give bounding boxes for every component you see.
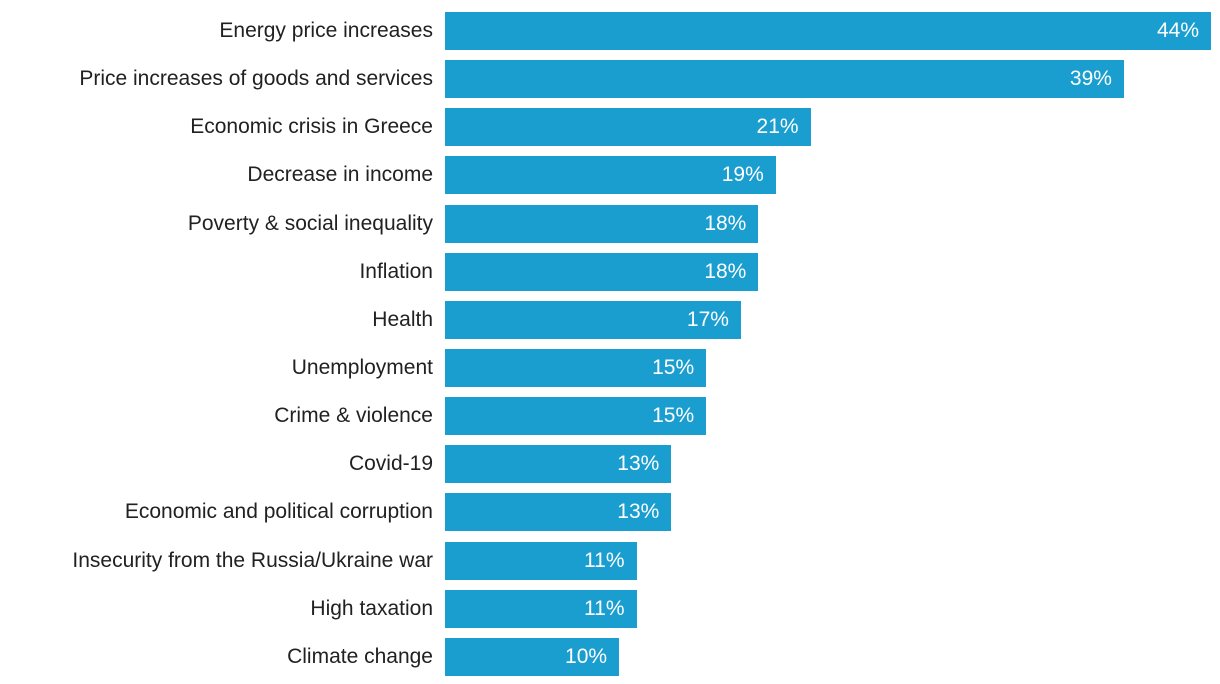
bar: 10% (445, 637, 620, 676)
category-label: Inflation (359, 259, 433, 283)
bar-track: 13% (445, 445, 1220, 484)
bar-track: 39% (445, 60, 1220, 99)
value-label: 13% (617, 452, 660, 476)
value-label: 11% (584, 596, 625, 620)
bar-track: 18% (445, 252, 1220, 291)
bar-row: Economic crisis in Greece 21% (0, 103, 1220, 151)
bar-row: Unemployment 15% (0, 344, 1220, 392)
bar-track: 17% (445, 300, 1220, 339)
bar-track: 10% (445, 637, 1220, 676)
bar-row: Covid-19 13% (0, 440, 1220, 488)
category-label: High taxation (310, 596, 433, 620)
bar: 15% (445, 349, 707, 388)
category-label: Decrease in income (247, 163, 433, 187)
bar-row: Health 17% (0, 296, 1220, 344)
value-label: 11% (584, 548, 625, 572)
value-label: 21% (756, 115, 799, 139)
value-label: 39% (1069, 67, 1112, 91)
bar: 17% (445, 300, 741, 339)
value-label: 18% (704, 259, 747, 283)
bar-row: High taxation 11% (0, 585, 1220, 633)
category-label: Price increases of goods and services (79, 67, 433, 91)
bar-track: 11% (445, 589, 1220, 628)
value-label: 15% (652, 356, 695, 380)
value-label: 10% (565, 644, 608, 668)
value-label: 15% (652, 404, 695, 428)
bar-row: Price increases of goods and services 39… (0, 55, 1220, 103)
category-label: Crime & violence (274, 404, 433, 428)
bar-track: 21% (445, 108, 1220, 147)
bar: 11% (445, 541, 637, 580)
bar-track: 15% (445, 349, 1220, 388)
category-label: Health (372, 307, 433, 331)
bar: 19% (445, 156, 776, 195)
bar-row: Poverty & social inequality 18% (0, 200, 1220, 248)
value-label: 19% (721, 163, 764, 187)
bar-row: Decrease in income 19% (0, 151, 1220, 199)
bar-track: 18% (445, 204, 1220, 243)
bar-row: Insecurity from the Russia/Ukraine war 1… (0, 537, 1220, 585)
bar: 13% (445, 445, 672, 484)
category-label: Energy price increases (219, 19, 433, 42)
category-label: Unemployment (291, 355, 433, 379)
bar: 18% (445, 252, 759, 291)
category-label: Poverty & social inequality (187, 211, 433, 235)
bar-track: 13% (445, 493, 1220, 532)
bar: 39% (445, 60, 1124, 99)
bar: 15% (445, 397, 707, 436)
bar: 44% (445, 12, 1211, 51)
bar-track: 11% (445, 541, 1220, 580)
bar: 18% (445, 204, 759, 243)
category-label: Economic and political corruption (124, 500, 433, 524)
bar: 11% (445, 589, 637, 628)
bar-row: Economic and political corruption 13% (0, 488, 1220, 536)
category-label: Covid-19 (348, 452, 433, 476)
bar-row: Inflation 18% (0, 248, 1220, 296)
bar-track: 44% (445, 12, 1220, 51)
value-label: 13% (617, 500, 660, 524)
value-label: 44% (1156, 19, 1199, 43)
bar: 13% (445, 493, 672, 532)
bar-row: Climate change 10% (0, 633, 1220, 681)
category-label: Insecurity from the Russia/Ukraine war (72, 548, 433, 572)
bar-row: Crime & violence 15% (0, 392, 1220, 440)
bar-track: 19% (445, 156, 1220, 195)
bar-row: Energy price increases 44% (0, 7, 1220, 55)
category-label: Climate change (287, 644, 433, 668)
bar: 21% (445, 108, 811, 147)
category-label: Economic crisis in Greece (190, 115, 433, 139)
value-label: 17% (686, 307, 729, 331)
bar-track: 15% (445, 397, 1220, 436)
value-label: 18% (704, 211, 747, 235)
